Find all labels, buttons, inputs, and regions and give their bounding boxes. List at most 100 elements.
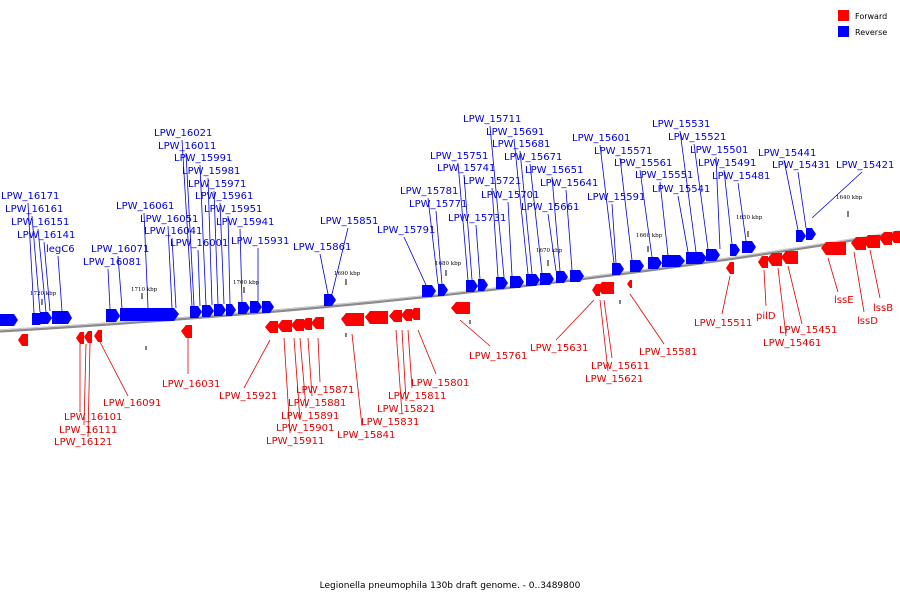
gene-label-forward: LPW_15811 <box>388 391 446 402</box>
gene-label-reverse: LPW_15541 <box>652 184 710 195</box>
legend-forward-swatch <box>838 10 849 21</box>
gene-reverse <box>540 273 554 285</box>
gene-reverse <box>214 304 226 316</box>
gene-label-forward: LPW_16121 <box>54 437 112 448</box>
gene-label-reverse: LPW_15441 <box>758 148 816 159</box>
gene-label-forward: LPW_15821 <box>377 404 435 415</box>
gene-label-reverse: LPW_15861 <box>293 242 351 253</box>
gene-label-reverse: LPW_15711 <box>463 114 521 125</box>
gene-reverse <box>496 277 508 289</box>
gene-label-forward: LPW_15801 <box>411 378 469 389</box>
gene-label-forward: LPW_15841 <box>337 430 395 441</box>
gene-reverse <box>510 276 524 288</box>
gene-label-reverse: LPW_16001 <box>170 238 228 249</box>
tick-label: 1650 kbp <box>736 215 763 221</box>
reverse-genes <box>0 228 816 326</box>
gene-label-reverse: LPW_15701 <box>481 190 539 201</box>
gene-reverse <box>796 230 806 242</box>
tick-label: 1710 kbp <box>131 287 158 293</box>
gene-reverse <box>106 309 120 322</box>
gene-label-reverse: LPW_16041 <box>144 226 202 237</box>
gene-label-forward: LPW_15881 <box>288 398 346 409</box>
gene-label-forward: LPW_15581 <box>639 347 697 358</box>
gene-label-reverse: LPW_15971 <box>188 179 246 190</box>
forward-leader-lines <box>79 249 881 438</box>
reverse-leader-lines <box>27 125 863 314</box>
gene-forward <box>627 280 632 288</box>
gene-forward <box>265 321 278 333</box>
gene-forward <box>863 235 880 248</box>
gene-label-reverse: LPW_15721 <box>463 176 521 187</box>
gene-forward <box>84 331 92 343</box>
gene-label-forward: LPW_15901 <box>276 423 334 434</box>
gene-reverse <box>120 308 179 321</box>
gene-label-reverse: LPW_15791 <box>377 225 435 236</box>
gene-label-reverse: LPW_16051 <box>140 214 198 225</box>
gene-label-forward: LPW_15921 <box>219 391 277 402</box>
gene-label-forward: LPW_15621 <box>585 374 643 385</box>
gene-label-forward: LPW_15611 <box>591 361 649 372</box>
gene-forward <box>401 309 412 321</box>
gene-forward <box>18 334 28 346</box>
gene-label-forward: LPW_16111 <box>59 425 117 436</box>
gene-forward <box>781 251 798 264</box>
gene-label-reverse: LPW_15781 <box>400 186 458 197</box>
gene-forward <box>597 282 614 294</box>
gene-label-reverse: legC6 <box>46 244 75 255</box>
gene-reverse <box>262 301 274 313</box>
gene-label-reverse: LPW_15941 <box>216 217 274 228</box>
gene-forward <box>311 317 324 329</box>
reverse-gene-labels: LPW_16171 LPW_16161 LPW_16151 LPW_16141 … <box>1 114 894 268</box>
genome-backbone <box>0 230 900 333</box>
gene-reverse <box>40 312 52 324</box>
gene-forward <box>389 310 402 322</box>
legend-reverse-swatch <box>838 26 849 37</box>
gene-label-reverse: LPW_15671 <box>504 152 562 163</box>
gene-label-reverse: LPW_15751 <box>430 151 488 162</box>
gene-label-reverse: LPW_15741 <box>437 163 495 174</box>
gene-reverse <box>686 252 707 264</box>
gene-reverse <box>742 241 756 253</box>
gene-label-reverse: LPW_15931 <box>231 236 289 247</box>
gene-label-reverse: LPW_15731 <box>448 213 506 224</box>
gene-reverse <box>806 228 816 240</box>
gene-forward <box>76 332 84 344</box>
tick-label: 1670 kbp <box>536 248 563 254</box>
gene-reverse <box>202 305 214 317</box>
gene-reverse <box>706 249 720 261</box>
gene-label-reverse: LPW_16171 <box>1 191 59 202</box>
gene-label-reverse: LPW_15501 <box>690 145 748 156</box>
gene-reverse <box>730 244 740 256</box>
gene-label-forward: LPW_16101 <box>64 412 122 423</box>
gene-label-reverse: LPW_16011 <box>158 141 216 152</box>
gene-label-reverse: LPW_15771 <box>409 199 467 210</box>
gene-label-forward: LPW_15511 <box>694 318 752 329</box>
gene-label-reverse: LPW_15481 <box>712 171 770 182</box>
gene-label-reverse: LPW_15851 <box>320 216 378 227</box>
legend: Forward Reverse <box>838 10 887 37</box>
gene-reverse <box>0 314 18 326</box>
legend-reverse-label: Reverse <box>855 28 887 37</box>
gene-label-reverse: LPW_15981 <box>182 166 240 177</box>
gene-label-reverse: LPW_15421 <box>836 160 894 171</box>
gene-reverse <box>52 311 72 324</box>
gene-label-forward: LPW_16091 <box>103 398 161 409</box>
gene-label-reverse: LPW_16151 <box>11 217 69 228</box>
gene-forward <box>301 318 312 330</box>
gene-reverse <box>190 306 202 318</box>
gene-reverse <box>226 304 236 316</box>
gene-forward <box>758 256 768 268</box>
gene-label-forward: LPW_15451 <box>779 325 837 336</box>
gene-label-reverse: LPW_15521 <box>668 132 726 143</box>
gene-reverse <box>422 285 436 297</box>
gene-label-forward: lssE <box>834 295 854 306</box>
tick-label: 1680 kbp <box>435 261 462 267</box>
gene-forward <box>767 253 782 266</box>
gene-reverse <box>662 255 685 267</box>
gene-reverse <box>630 260 644 272</box>
gene-reverse <box>526 274 540 286</box>
gene-reverse <box>250 301 262 313</box>
gene-forward <box>726 262 734 274</box>
gene-label-reverse: LPW_15601 <box>572 133 630 144</box>
